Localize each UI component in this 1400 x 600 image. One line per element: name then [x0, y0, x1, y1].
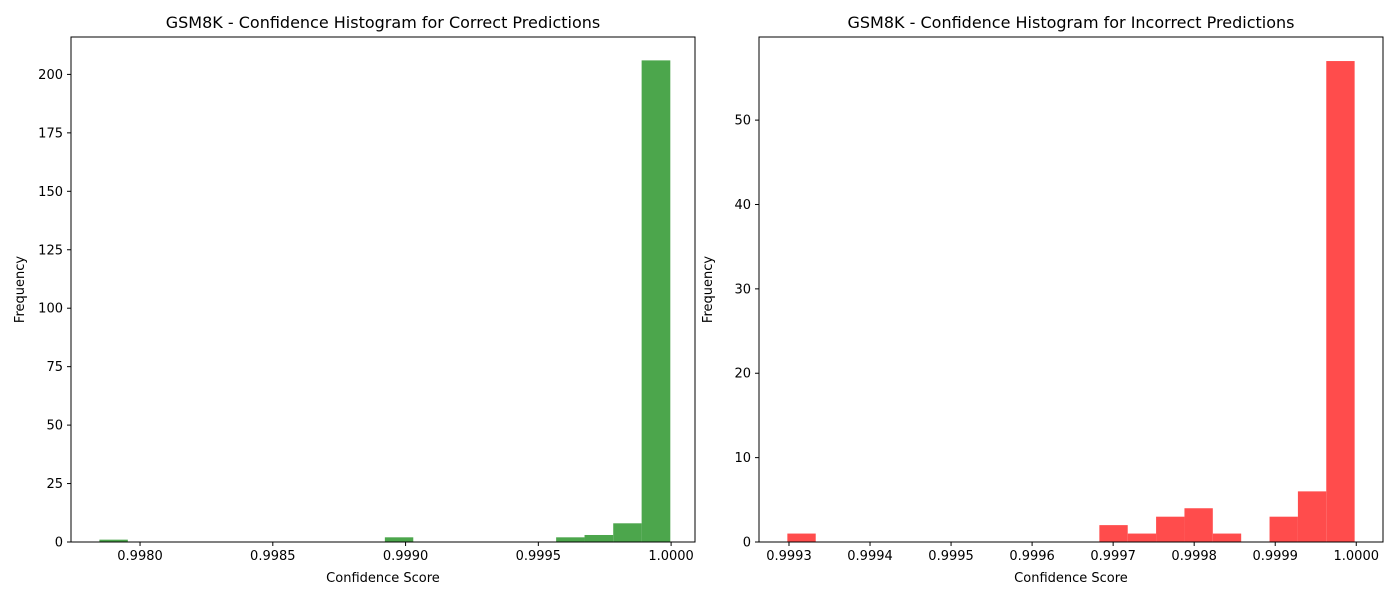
y-tick-label: 75	[46, 360, 63, 375]
x-tick-label: 0.9985	[250, 549, 296, 564]
x-tick-label: 0.9994	[847, 549, 893, 564]
y-tick-label: 20	[734, 367, 751, 382]
y-tick-label: 200	[38, 68, 63, 83]
histogram-bar	[1297, 491, 1327, 542]
histogram-bar	[99, 539, 128, 542]
x-tick-label: 0.9993	[766, 549, 812, 564]
histogram-bar	[1127, 533, 1157, 542]
histogram-bar	[1184, 508, 1213, 542]
x-tick-label: 0.9980	[117, 549, 163, 564]
y-tick-label: 25	[46, 477, 63, 492]
x-tick-label: 0.9990	[383, 549, 429, 564]
axes-frame	[758, 36, 1384, 543]
x-axis-label: Confidence Score	[326, 571, 440, 586]
x-tick-label: 1.0000	[648, 549, 694, 564]
histogram-bar	[787, 533, 816, 542]
y-tick-label: 30	[734, 282, 751, 297]
x-tick-label: 0.9998	[1171, 549, 1217, 564]
incorrect-predictions-histogram: 0.9993 0.9994 0.9995 0.9996 0.9997 0.9998 0.99…	[701, 13, 1384, 586]
histogram-bar	[1212, 533, 1242, 542]
y-tick-label: 0	[55, 536, 63, 551]
histogram-bar	[1156, 516, 1185, 542]
y-tick-label: 40	[734, 198, 751, 213]
y-tick-label: 125	[38, 243, 63, 258]
histogram-bar	[1099, 525, 1128, 542]
bars	[99, 60, 671, 542]
histogram-bar	[584, 534, 614, 542]
y-tick-label: 150	[38, 185, 63, 200]
histogram-bar	[556, 537, 585, 542]
histogram-bar	[1269, 516, 1298, 542]
y-tick-label: 10	[734, 451, 751, 466]
x-tick-label: 0.9995	[516, 549, 562, 564]
y-axis-label: Frequency	[701, 256, 716, 323]
x-tick-label: 0.9996	[1009, 549, 1055, 564]
x-tick-label: 0.9995	[928, 549, 974, 564]
bars	[787, 61, 1355, 543]
axes-frame	[70, 36, 696, 543]
x-tick-label: 1.0000	[1334, 549, 1380, 564]
y-tick-label: 100	[38, 302, 63, 317]
chart-title: GSM8K - Confidence Histogram for Correct…	[166, 13, 601, 32]
correct-predictions-histogram: 0.9980 0.9985 0.9990 0.9995 1.0000 0 25 50 75 100…	[13, 13, 696, 586]
x-axis-label: Confidence Score	[1014, 571, 1128, 586]
y-tick-label: 50	[734, 114, 751, 129]
y-tick-label: 175	[38, 126, 63, 141]
y-axis-label: Frequency	[13, 256, 28, 323]
histogram-bar	[1326, 61, 1355, 543]
y-tick-label: 50	[46, 419, 63, 434]
histogram-bar	[613, 523, 642, 542]
histogram-bar	[641, 60, 671, 542]
x-tick-label: 0.9997	[1090, 549, 1136, 564]
y-tick-label: 0	[743, 536, 751, 551]
x-tick-label: 0.9999	[1252, 549, 1298, 564]
histogram-bar	[384, 537, 414, 542]
chart-title: GSM8K - Confidence Histogram for Incorre…	[848, 13, 1295, 32]
